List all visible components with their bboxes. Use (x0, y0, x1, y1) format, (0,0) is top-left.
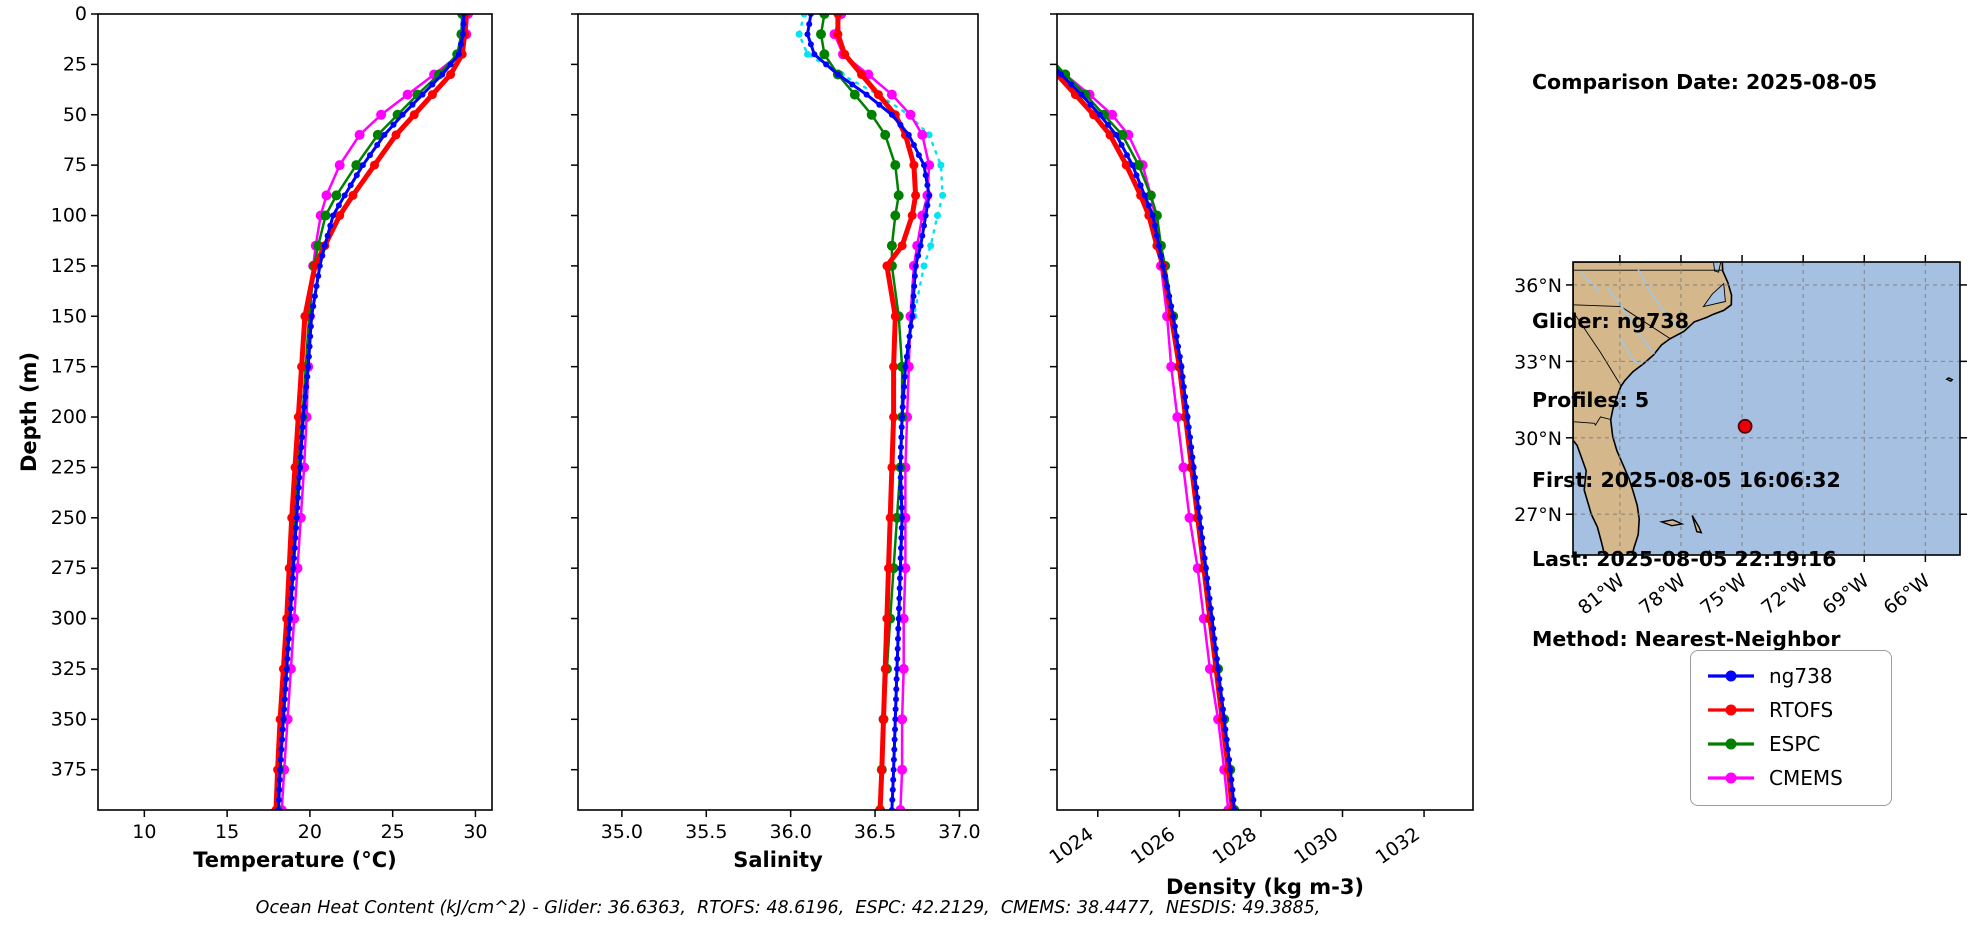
svg-text:1026: 1026 (1127, 823, 1179, 869)
svg-text:200: 200 (51, 406, 87, 428)
info-spacer (1532, 149, 1877, 176)
svg-text:1028: 1028 (1209, 823, 1261, 869)
svg-text:25: 25 (63, 53, 87, 75)
legend-label: ng738 (1769, 664, 1833, 688)
svg-text:0: 0 (75, 3, 87, 25)
legend-swatch-icon (1708, 670, 1754, 682)
svg-text:375: 375 (51, 759, 87, 781)
legend-label: CMEMS (1769, 766, 1843, 790)
glider-position-marker (1737, 418, 1753, 434)
legend-swatch-icon (1708, 704, 1754, 716)
info-method: Method: Nearest-Neighbor (1532, 626, 1841, 651)
info-spacer (1532, 228, 1877, 255)
svg-text:1032: 1032 (1372, 823, 1424, 869)
svg-text:225: 225 (51, 456, 87, 478)
legend-label: RTOFS (1769, 698, 1834, 722)
svg-text:250: 250 (51, 507, 87, 529)
svg-text:300: 300 (51, 608, 87, 630)
legend-item-ESPC: ESPC (1691, 727, 1891, 761)
info-last-time: Last: 2025-08-05 22:19:16 (1532, 547, 1837, 571)
legend-swatch-icon (1708, 772, 1754, 784)
svg-text:35.0: 35.0 (601, 821, 643, 843)
svg-text:75: 75 (63, 154, 87, 176)
comparison-date: Comparison Date: 2025-08-05 (1532, 70, 1878, 94)
svg-text:175: 175 (51, 356, 87, 378)
legend: ng738 RTOFS ESPC CMEMS (1690, 650, 1892, 806)
ohc-caption: Ocean Heat Content (kJ/cm^2) - Glider: 3… (255, 898, 1321, 918)
info-profiles: Profiles: 5 (1532, 388, 1650, 412)
legend-item-RTOFS: RTOFS (1691, 693, 1891, 727)
svg-text:30°N: 30°N (1514, 428, 1562, 450)
svg-text:1030: 1030 (1290, 823, 1342, 869)
svg-text:350: 350 (51, 708, 87, 730)
legend-swatch-icon (1708, 738, 1754, 750)
svg-text:36.5: 36.5 (854, 821, 896, 843)
density-profile-panel: 1024 1026 1028 1030 1032 Density (kg m-3) (1045, 13, 1474, 899)
svg-text:125: 125 (51, 255, 87, 277)
svg-text:33°N: 33°N (1514, 351, 1562, 373)
svg-text:Temperature (°C): Temperature (°C) (193, 848, 396, 872)
svg-text:Depth (m): Depth (m) (17, 352, 41, 472)
comparison-info: Comparison Date: 2025-08-05 Glider: ng73… (1532, 16, 1877, 679)
svg-text:Density (kg m-3): Density (kg m-3) (1166, 875, 1364, 899)
svg-text:10: 10 (132, 821, 156, 843)
svg-text:25: 25 (381, 821, 405, 843)
svg-text:20: 20 (298, 821, 322, 843)
info-first-time: First: 2025-08-05 16:06:32 (1532, 467, 1841, 492)
legend-label: ESPC (1769, 732, 1821, 756)
svg-text:50: 50 (63, 104, 87, 126)
salinity-profile-panel: 35.0 35.5 36.0 36.5 37.0 Salinity (571, 13, 981, 872)
svg-text:37.0: 37.0 (938, 821, 980, 843)
legend-item-CMEMS: CMEMS (1691, 761, 1891, 795)
info-glider: Glider: ng738 (1532, 308, 1689, 333)
svg-text:15: 15 (215, 821, 239, 843)
svg-text:27°N: 27°N (1514, 504, 1562, 526)
svg-text:35.5: 35.5 (685, 821, 727, 843)
location-map: 81°W 78°W 75°W 72°W 69°W 66°W36°N33°N30°N27°N (1514, 255, 1967, 619)
temperature-profile-panel: 10 15 20 25 30025507510012515017520022525027… (17, 3, 493, 872)
svg-text:325: 325 (51, 658, 87, 680)
svg-text:1024: 1024 (1045, 823, 1097, 869)
svg-text:150: 150 (51, 305, 87, 327)
svg-text:36°N: 36°N (1514, 275, 1562, 297)
svg-text:30: 30 (463, 821, 487, 843)
svg-text:Salinity: Salinity (733, 848, 823, 872)
svg-text:100: 100 (51, 205, 87, 227)
svg-text:66°W: 66°W (1880, 569, 1935, 619)
svg-text:275: 275 (51, 557, 87, 579)
svg-text:36.0: 36.0 (770, 821, 812, 843)
legend-item-ng738: ng738 (1691, 659, 1891, 693)
